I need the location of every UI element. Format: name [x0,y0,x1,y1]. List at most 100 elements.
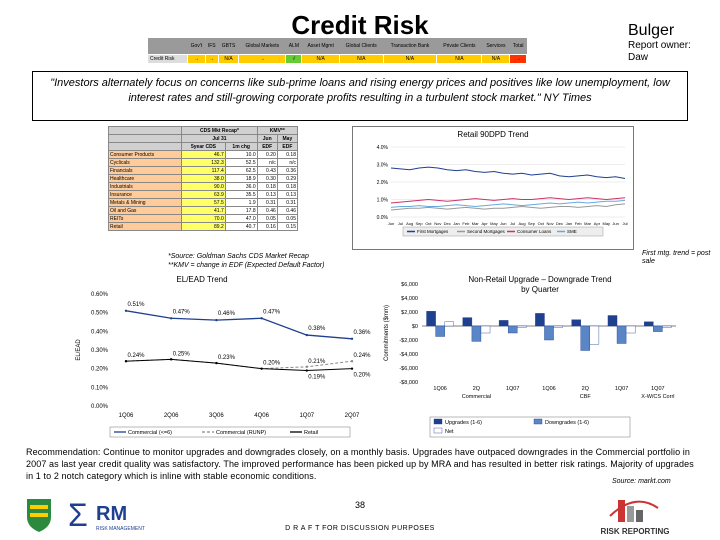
x-tick-label: Oct [538,221,545,226]
cds-cell-edf1: 0.13 [256,190,278,199]
legend-box [109,426,351,438]
x-tick-label: Jun [388,221,394,226]
side-note: First mtg. trend = post sale [642,250,711,265]
x-tick-label: Jun [612,221,618,226]
status-col-header: GBTS [218,38,239,54]
cds-cell-chg: 40.7 [224,222,258,231]
data-label: 0.36% [353,330,371,336]
cds-cell-edf1: 0.16 [256,222,278,231]
status-cell: N/A [382,53,438,64]
x-tick-label: Dec [556,221,563,226]
cds-blank2 [107,142,183,151]
x-tick-label: Nov [434,221,441,226]
cds-row: Metals & Mining 57.5 1.9 0.31 0.31 [107,198,299,207]
legend-swatch [433,427,443,434]
x-tick-label: Aug [518,221,525,226]
x-tick-label: Jun [500,221,506,226]
x-tick-label: Feb [462,221,470,226]
cds-cell-cds: 89.2 [181,222,226,231]
status-cell: → [187,53,206,64]
source-note: Source: markt.com [612,478,671,485]
cds-notes: *Source: Goldman Sachs CDS Market Recap … [168,252,324,270]
status-col-header: Global Markets [238,38,286,54]
status-cell: N/A [436,53,483,64]
bar-0 [535,313,545,327]
legend-label: Net [445,429,454,435]
x-tick-label: Apr [481,221,488,226]
data-label: 0.23% [218,355,236,361]
chart-title: EL/EAD Trend [176,275,227,284]
draft-note: D R A F T FOR DISCUSSION PURPOSES [285,525,435,532]
series-line-3 [390,199,626,208]
x-tick-label: 1Q06 [542,386,555,392]
cds-group1: CDS Mkt Recap* [181,126,258,135]
x-tick-label: Mar [472,221,480,226]
series-line-2 [390,197,626,204]
status-cell: → [204,53,219,64]
x-tick-label: Jan [453,221,459,226]
svg-text:Σ: Σ [68,497,88,533]
owner-label: Report owner: [628,40,691,51]
data-label: 0.20% [263,361,281,367]
data-point [350,337,354,340]
data-point [215,318,218,322]
data-point [305,369,308,372]
x-tick-label: 1Q07 [506,386,519,392]
series-line-2 [125,358,353,372]
data-point [260,367,263,370]
status-col-header: Transaction Bank [383,38,437,54]
chart-title-line2: by Quarter [521,285,559,294]
bar-2 [517,325,527,328]
bar-0 [571,319,581,327]
x-tick-label: Sep [528,221,536,226]
el-ead-chart: EL/EAD Trend EL/EAD 0.60% 0.50% 0.40% 0.30% 0.… [72,272,372,442]
cds-cell-chg: 52.5 [224,158,258,167]
y-tick-label: -$6,000 [399,366,418,372]
bar-0 [498,320,509,327]
status-col-header: ALM [285,38,302,54]
cds-col-bp: 5year CDS [181,142,226,151]
cds-row: Consumer Products 46.7 10.0 0.20 0.18 [107,150,299,159]
y-axis-label: Commitments ($mm) [384,305,390,361]
legend-label: Second Mortgages [467,229,506,234]
bar-0 [462,317,473,327]
status-corner [147,38,188,54]
cds-row: Cyclicals 132.3 52.5 n/c n/c [107,158,299,167]
status-cell: √ [285,53,303,64]
cds-cell-chg: 35.5 [224,190,258,199]
cds-cell-edf1: 0.18 [256,182,278,191]
bar-2 [553,325,563,328]
status-col-header: Private Clients [436,38,482,54]
y-tick-label: 0.30% [91,348,109,354]
x-tick-label: 3Q06 [209,413,224,419]
cds-cell-edf2: 0.18 [276,182,299,191]
data-point [350,367,354,370]
y-tick-label: $2,000 [401,310,418,316]
risk-reporting-icon: RISK REPORTING [601,500,669,536]
status-table: Gov't IFS GBTS Global Markets ALM Asset Mgmt G… [147,38,527,64]
data-point [260,317,263,320]
company-shield-logo [26,497,52,533]
cds-cell-cds: 57.5 [181,198,226,207]
cds-cell-cds: 46.7 [181,150,226,159]
bar-1 [580,325,591,351]
cds-cell-name: Cyclicals [107,158,183,167]
group-label: X-W/CS Corrl [641,394,674,400]
cds-cell-cds: 63.9 [181,190,226,199]
legend-label: Commercial (RUNP) [216,430,266,436]
legend-swatch [433,418,443,425]
retail-90dpd-chart: Retail 90DPD Trend 4.0% 3.0% 2.0% 1.0% 0.0% Ju… [352,126,634,250]
y-tick-label: 3.0% [377,163,389,169]
data-point [305,365,308,368]
cds-cell-name: Healthcare [107,174,183,183]
status-col-header: Services [481,38,510,54]
status-cell: → [238,53,287,64]
legend-label: Commercial (<=6) [128,430,172,436]
cds-cell-edf1: 0.43 [256,166,278,175]
y-axis-label: EL/EAD [76,339,82,361]
risk-reporting-logo: RISK REPORTING [590,496,680,540]
legend-box [429,416,631,438]
y-tick-label: $6,000 [401,282,418,288]
cds-cell-chg: 1.9 [224,198,258,207]
